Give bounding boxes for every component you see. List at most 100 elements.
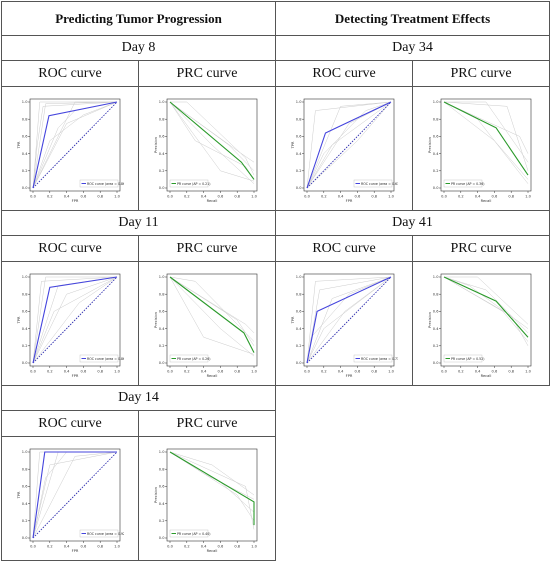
x-tick-label: 0.4 <box>64 369 70 373</box>
y-tick-label: 0.8 <box>296 117 302 121</box>
roc-chart-day-11: 0.00.0 0.2 0.2 0.4 0.4 0.6 0.6 0.8 0.8 1.0 1.0 FPR T… <box>17 273 124 378</box>
prc-chart-day-34: 0.00.0 0.2 0.2 0.4 0.4 0.6 0.6 0.8 0.8 1.0 1.0 Reca… <box>428 98 532 203</box>
prc-chart-day-8: 0.00.0 0.2 0.2 0.4 0.4 0.6 0.6 0.8 0.8 1.0 1.0 Reca… <box>154 98 258 203</box>
legend <box>79 354 119 362</box>
x-tick-label: 0.8 <box>97 194 103 198</box>
fold-curve <box>32 101 118 188</box>
x-tick-label: 0.4 <box>201 544 207 548</box>
x-tick-label: 0.2 <box>321 194 327 198</box>
x-tick-label: 0.8 <box>508 194 514 198</box>
mean-curve <box>32 275 118 363</box>
day-11-label: Day 11 <box>0 210 277 236</box>
fold-curve <box>443 101 529 154</box>
y-tick-label: 0.4 <box>433 151 439 155</box>
fold-curve <box>169 276 255 356</box>
x-axis-label: Recall <box>207 549 218 553</box>
x-axis-label: Recall <box>481 374 492 378</box>
plot-cell-prc11: 0.0 0.0 0.2 0.2 0.4 0.4 0.6 0.6 0.8 0.8 1.0 1.0 Reca… <box>137 261 277 386</box>
y-tick-label: 1.0 <box>433 275 439 279</box>
mean-curve <box>169 276 255 353</box>
x-tick-label: 0.2 <box>458 369 464 373</box>
fold-curve <box>169 276 255 346</box>
fold-curve <box>306 276 392 363</box>
x-tick-label: 0.8 <box>234 369 240 373</box>
x-axis-label: FPR <box>346 199 353 203</box>
x-tick-label: 0.0 <box>30 369 36 373</box>
x-tick-label: 0.6 <box>355 369 361 373</box>
fold-curve <box>306 101 392 188</box>
y-tick-label: 1.0 <box>22 275 28 279</box>
y-tick-label: 0.4 <box>296 326 302 330</box>
x-tick-label: 1.0 <box>251 194 257 198</box>
y-tick-label: 0.8 <box>433 117 439 121</box>
legend-label: ROC curve (area = 0.86) <box>87 181 124 185</box>
x-tick-label: 1.0 <box>114 194 120 198</box>
y-axis-label: Precision <box>428 311 432 327</box>
header-tumor-progression: Predicting Tumor Progression <box>0 1 277 36</box>
x-axis-label: Recall <box>207 374 218 378</box>
legend <box>169 529 209 537</box>
prc-curve-label: PRC curve <box>412 235 550 262</box>
y-tick-label: 0.2 <box>296 169 302 173</box>
legend-label: PR curve (AP = 0.26) <box>177 356 210 360</box>
y-axis-label: Precision <box>428 136 432 152</box>
x-tick-label: 0.0 <box>167 194 173 198</box>
x-tick-label: 0.4 <box>64 544 70 548</box>
legend-label: PR curve (AP = 0.36) <box>451 181 484 185</box>
chance-diagonal <box>32 101 118 188</box>
plot-cell-roc41: 0.0 0.0 0.2 0.2 0.4 0.4 0.6 0.6 0.8 0.8 1.0 1.0 FPR T… <box>275 261 414 386</box>
y-tick-label: 0.4 <box>159 501 165 505</box>
y-tick-label: 1.0 <box>159 100 165 104</box>
y-tick-label: 0.0 <box>159 536 165 540</box>
prc-chart-day-41: 0.00.0 0.2 0.2 0.4 0.4 0.6 0.6 0.8 0.8 1.0 1.0 Reca… <box>428 273 532 378</box>
y-axis-label: TPR <box>291 141 295 149</box>
y-tick-label: 0.0 <box>433 186 439 190</box>
y-tick-label: 0.8 <box>296 292 302 296</box>
x-tick-label: 0.6 <box>218 544 224 548</box>
empty-cell <box>275 385 550 561</box>
day-34-label: Day 34 <box>275 35 550 61</box>
fold-curve <box>444 101 529 162</box>
x-tick-label: 0.8 <box>508 369 514 373</box>
x-tick-label: 1.0 <box>114 544 120 548</box>
x-tick-label: 0.4 <box>201 369 207 373</box>
roc-curve-label: ROC curve <box>1 60 139 87</box>
y-tick-label: 0.0 <box>296 186 302 190</box>
x-axis-label: Recall <box>481 199 492 203</box>
y-tick-label: 0.0 <box>296 361 302 365</box>
legend <box>79 179 119 187</box>
y-tick-label: 0.0 <box>159 186 165 190</box>
prc-curve-label: PRC curve <box>412 60 550 87</box>
legend-label: ROC curve (area = 0.61) <box>361 181 398 185</box>
chance-diagonal <box>306 101 392 188</box>
plot-cell-prc8: 0.0 0.0 0.2 0.2 0.4 0.4 0.6 0.6 0.8 0.8 1.0 1.0 Reca… <box>137 86 277 211</box>
legend <box>169 179 209 187</box>
y-tick-label: 0.2 <box>159 169 165 173</box>
y-tick-label: 0.4 <box>296 151 302 155</box>
y-axis-label: Precision <box>154 311 158 327</box>
x-tick-label: 0.4 <box>338 369 344 373</box>
y-tick-label: 0.6 <box>296 134 302 138</box>
fold-curve <box>32 276 118 363</box>
x-tick-label: 0.6 <box>81 194 87 198</box>
y-tick-label: 0.8 <box>159 117 165 121</box>
y-axis-label: Precision <box>154 136 158 152</box>
y-tick-label: 0.8 <box>22 467 28 471</box>
fold-curve <box>306 101 392 188</box>
y-tick-label: 0.6 <box>159 134 165 138</box>
fold-curve <box>32 276 118 363</box>
legend-label: ROC curve (area = 0.73) <box>361 356 398 360</box>
y-tick-label: 1.0 <box>159 275 165 279</box>
plot-cell-roc11: 0.0 0.0 0.2 0.2 0.4 0.4 0.6 0.6 0.8 0.8 1.0 1.0 FPR T… <box>1 261 139 386</box>
day-14-label: Day 14 <box>0 385 277 411</box>
x-tick-label: 0.8 <box>371 194 377 198</box>
x-tick-label: 0.0 <box>304 369 310 373</box>
x-tick-label: 0.0 <box>441 369 447 373</box>
x-tick-label: 0.2 <box>47 369 53 373</box>
x-tick-label: 0.4 <box>201 194 207 198</box>
y-tick-label: 0.8 <box>159 292 165 296</box>
fold-curve <box>169 276 255 333</box>
fold-curve <box>32 276 118 363</box>
